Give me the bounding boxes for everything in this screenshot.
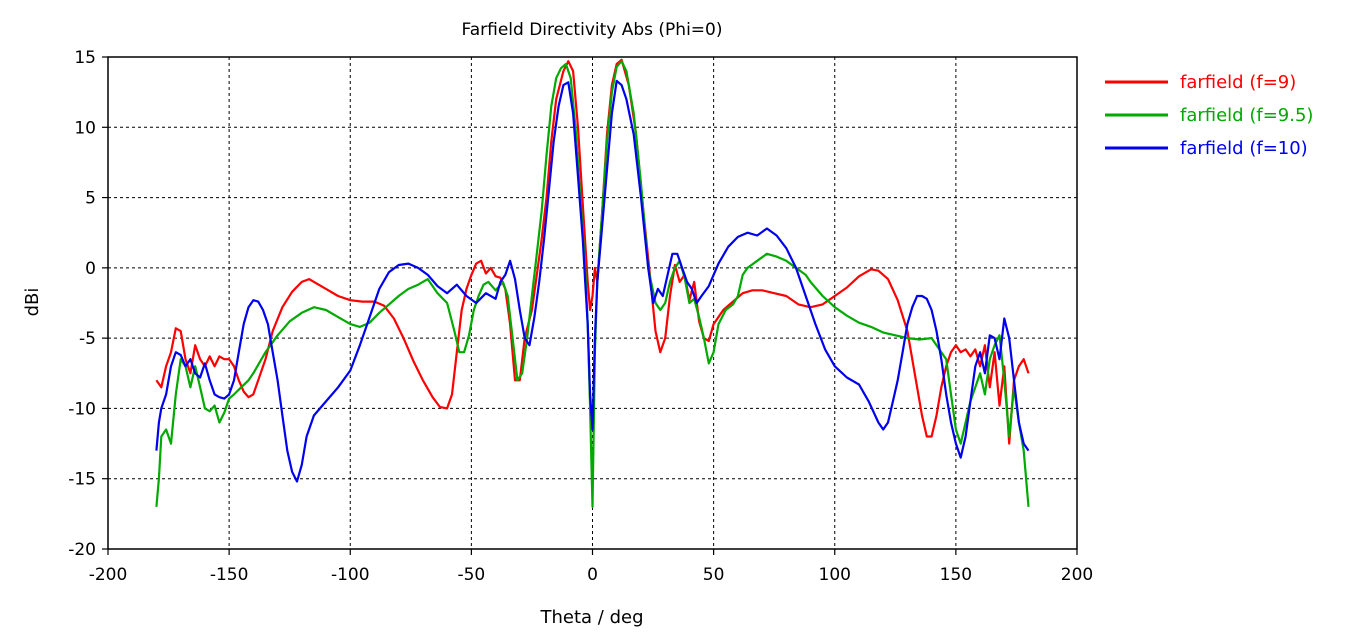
y-axis-label: dBi [22, 288, 43, 317]
x-axis-label: Theta / deg [540, 607, 644, 628]
y-tick-label: -20 [68, 540, 96, 560]
tick-labels: -200 -150 -100 -50 0 50 100 150 200-20-15-10-505… [68, 48, 1093, 585]
x-tick-label: 0 [587, 565, 598, 585]
x-tick-label: 50 [703, 565, 725, 585]
legend-label-2: farfield (f=9.5) [1180, 105, 1313, 126]
chart-title: Farfield Directivity Abs (Phi=0) [461, 20, 722, 40]
x-tick-label: 200 [1061, 565, 1093, 585]
x-tick-label: -50 [457, 565, 485, 585]
x-tick-label: -150 [210, 565, 249, 585]
legend: farfield (f=9) farfield (f=9.5) farfield (… [1105, 72, 1313, 159]
y-tick-label: 10 [74, 118, 96, 138]
y-tick-label: -5 [79, 329, 96, 349]
x-tick-label: 100 [819, 565, 851, 585]
y-tick-label: -15 [68, 470, 96, 490]
legend-label-1: farfield (f=9) [1180, 72, 1296, 93]
y-tick-label: 5 [85, 189, 96, 209]
x-tick-label: -200 [89, 565, 128, 585]
y-tick-label: 0 [85, 259, 96, 279]
y-tick-label: -10 [68, 399, 96, 419]
x-tick-label: 150 [940, 565, 972, 585]
x-tick-label: -100 [331, 565, 370, 585]
y-tick-label: 15 [74, 48, 96, 68]
series-line-1 [155, 58, 1030, 445]
series-line-3 [155, 79, 1030, 483]
series-lines [155, 58, 1030, 508]
legend-label-3: farfield (f=10) [1180, 138, 1308, 159]
